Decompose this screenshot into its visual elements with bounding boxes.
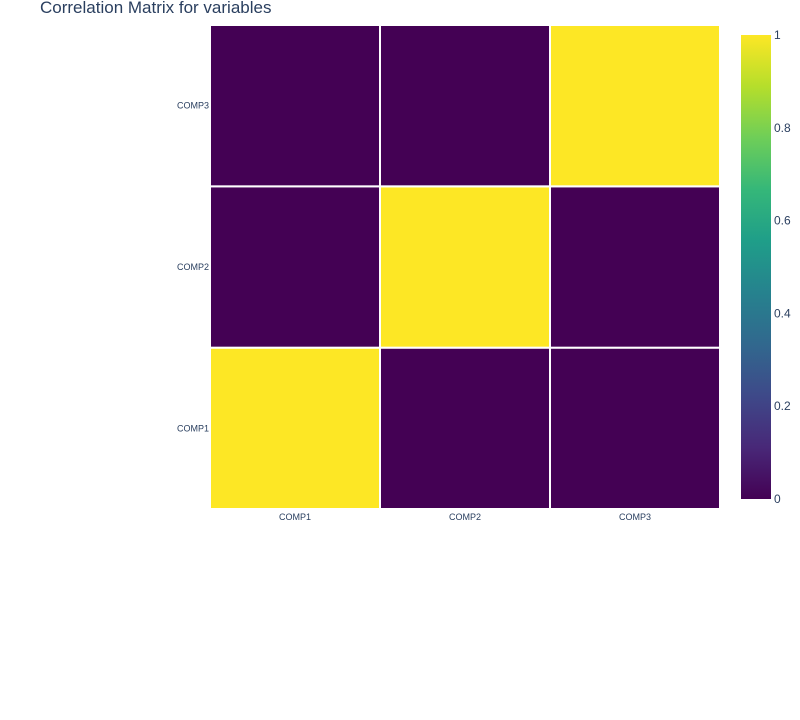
heatmap-cell-comp1-comp2 [379, 346, 551, 510]
y-tick-label: COMP1 [177, 423, 209, 433]
heatmap-cells [209, 24, 721, 510]
heatmap-cell-comp3-comp1 [209, 24, 381, 188]
heatmap-cell-comp2-comp3 [549, 185, 721, 349]
colorbar-tick-label: 0.4 [774, 306, 791, 320]
colorbar-tick-label: 0 [774, 492, 781, 506]
chart-title: Correlation Matrix for variables [40, 0, 271, 17]
x-tick-label: COMP1 [279, 512, 311, 522]
y-tick-label: COMP2 [177, 262, 209, 272]
heatmap-cell-comp2-comp2 [379, 185, 551, 349]
heatmap-cell-comp1-comp3 [549, 346, 721, 510]
heatmap-cell-comp2-comp1 [209, 185, 381, 349]
heatmap-cell-comp3-comp2 [379, 24, 551, 188]
colorbar-tick-label: 0.2 [774, 399, 791, 413]
x-tick-label: COMP2 [449, 512, 481, 522]
x-tick-label: COMP3 [619, 512, 651, 522]
x-axis-ticks: COMP1 COMP2 COMP3 [279, 512, 651, 522]
y-axis-ticks: COMP1 COMP2 COMP3 [177, 101, 209, 434]
colorbar-gradient [741, 35, 771, 499]
colorbar-tick-label: 1 [774, 28, 781, 42]
y-tick-label: COMP3 [177, 101, 209, 111]
colorbar: 0 0.2 0.4 0.6 0.8 1 [741, 28, 791, 506]
heatmap-cell-comp1-comp1 [209, 346, 381, 510]
heatmap-cell-comp3-comp3 [549, 24, 721, 188]
colorbar-ticks: 0 0.2 0.4 0.6 0.8 1 [774, 28, 791, 506]
colorbar-tick-label: 0.8 [774, 121, 791, 135]
colorbar-tick-label: 0.6 [774, 214, 791, 228]
